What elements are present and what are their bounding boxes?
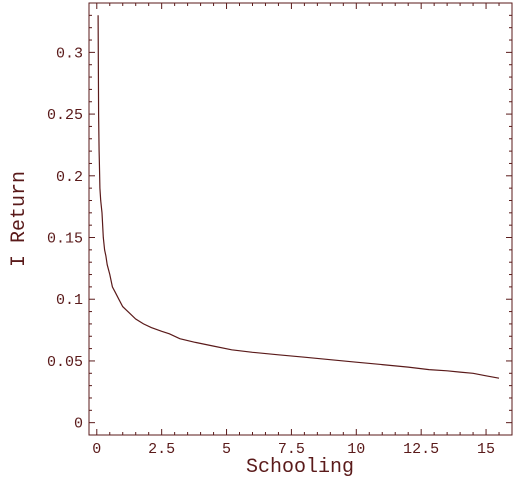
x-tick-label: 10	[347, 441, 365, 458]
x-tick-label: 2.5	[148, 441, 175, 458]
y-tick-label: 0.3	[56, 45, 83, 62]
x-tick-label: 12.5	[403, 441, 439, 458]
y-tick-label: 0.1	[56, 292, 83, 309]
y-tick-label: 0.2	[56, 169, 83, 186]
x-axis-label: Schooling	[246, 456, 354, 479]
plot-frame	[88, 2, 513, 436]
x-tick-label: 15	[477, 441, 495, 458]
y-tick-label: 0.25	[47, 107, 83, 124]
y-tick-label: 0.05	[47, 354, 83, 371]
y-tick-label: 0	[74, 416, 83, 433]
x-tick-label: 0	[92, 441, 101, 458]
x-axis: 0 2.5 5 7.5 10 12.5 15	[92, 3, 513, 458]
y-axis: 0 0.05 0.1 0.15 0.2 0.25 0.3	[47, 14, 512, 436]
x-tick-label: 5	[222, 441, 231, 458]
series-line	[97, 15, 500, 379]
y-tick-label: 0.15	[47, 231, 83, 248]
y-axis-label: I Return	[8, 171, 31, 267]
x-tick-label: 7.5	[278, 441, 305, 458]
